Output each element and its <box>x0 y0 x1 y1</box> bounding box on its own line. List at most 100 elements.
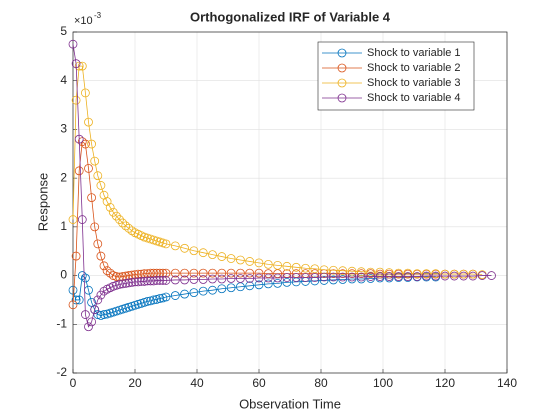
data-marker <box>356 269 366 279</box>
data-marker <box>180 289 190 299</box>
data-marker <box>273 278 283 288</box>
data-marker <box>71 295 81 305</box>
data-marker <box>71 251 81 261</box>
data-marker <box>235 268 245 278</box>
data-marker <box>245 274 255 283</box>
data-marker <box>161 268 171 278</box>
data-marker <box>149 295 159 305</box>
data-marker <box>356 267 366 277</box>
data-marker <box>155 294 165 303</box>
data-marker <box>235 255 245 265</box>
data-marker <box>291 273 301 282</box>
data-marker <box>115 215 124 224</box>
data-marker <box>149 276 159 286</box>
data-marker <box>87 193 96 203</box>
data-marker <box>273 260 283 270</box>
legend-marker <box>337 78 347 88</box>
data-marker <box>102 266 112 276</box>
y-tick-label: 1 <box>60 219 67 233</box>
data-marker <box>74 134 84 144</box>
x-tick-label: 140 <box>497 376 517 390</box>
data-marker <box>394 272 403 281</box>
data-marker <box>170 268 180 278</box>
data-marker <box>155 276 165 285</box>
data-marker <box>74 61 84 71</box>
data-marker <box>468 269 478 279</box>
data-marker <box>235 274 245 283</box>
data-marker <box>217 252 227 261</box>
data-marker <box>81 88 90 98</box>
y-tick-label: 4 <box>60 73 67 87</box>
data-marker <box>254 280 264 290</box>
legend-marker <box>337 93 347 103</box>
data-marker <box>77 271 87 280</box>
data-marker <box>449 269 459 279</box>
data-marker <box>440 269 450 279</box>
data-marker <box>68 285 78 295</box>
y-tick-label: 2 <box>60 170 67 184</box>
data-marker <box>366 274 376 283</box>
data-marker <box>412 272 422 281</box>
axes-box <box>72 31 508 374</box>
data-marker <box>93 239 103 249</box>
x-tick-label: 60 <box>252 376 266 390</box>
x-tick-label: 40 <box>190 376 204 390</box>
data-marker <box>121 221 131 231</box>
data-marker <box>81 273 90 283</box>
data-marker <box>254 268 264 278</box>
data-marker <box>347 266 357 276</box>
legend-marker <box>337 48 347 58</box>
data-marker <box>347 269 357 279</box>
data-marker <box>96 251 106 261</box>
x-tick-label: 120 <box>435 376 455 390</box>
legend-label: Shock to variable 1 <box>367 47 461 59</box>
y-tick-label: 3 <box>60 122 67 136</box>
data-marker <box>226 254 236 263</box>
data-marker <box>384 272 394 281</box>
data-marker <box>102 197 112 206</box>
data-marker <box>96 181 106 190</box>
data-marker <box>121 278 131 288</box>
data-marker <box>208 250 217 260</box>
data-marker <box>158 268 168 278</box>
data-marker <box>77 215 87 224</box>
data-marker <box>282 277 292 287</box>
data-marker <box>468 271 478 281</box>
data-marker <box>71 59 81 69</box>
data-marker <box>208 268 217 278</box>
data-marker <box>217 274 227 284</box>
data-marker <box>81 139 90 149</box>
data-marker <box>84 117 93 127</box>
data-marker <box>105 202 115 212</box>
data-marker <box>90 156 100 166</box>
data-marker <box>375 272 385 281</box>
data-marker <box>142 276 152 286</box>
data-marker <box>449 271 459 281</box>
data-marker <box>90 305 100 315</box>
data-marker <box>412 269 422 279</box>
y-multiplier-exponent: -3 <box>94 11 102 20</box>
data-marker <box>338 275 348 284</box>
data-marker <box>71 95 81 105</box>
data-marker <box>226 283 236 293</box>
data-marker <box>245 268 255 278</box>
legend-label: Shock to variable 4 <box>367 92 461 104</box>
data-marker <box>245 257 255 266</box>
data-marker <box>115 279 124 289</box>
data-marker <box>146 276 155 286</box>
data-marker <box>93 295 103 305</box>
data-marker <box>254 273 264 283</box>
data-marker <box>161 276 171 285</box>
data-marker <box>217 284 227 294</box>
data-marker <box>161 292 171 302</box>
data-marker <box>139 277 149 286</box>
data-marker <box>124 223 134 233</box>
x-axis-label: Observation Time <box>239 396 341 411</box>
data-marker <box>421 271 431 281</box>
data-marker <box>356 274 366 284</box>
legend-label: Shock to variable 3 <box>367 77 461 89</box>
data-marker <box>180 275 190 285</box>
data-marker <box>170 291 180 300</box>
data-marker <box>440 271 450 281</box>
